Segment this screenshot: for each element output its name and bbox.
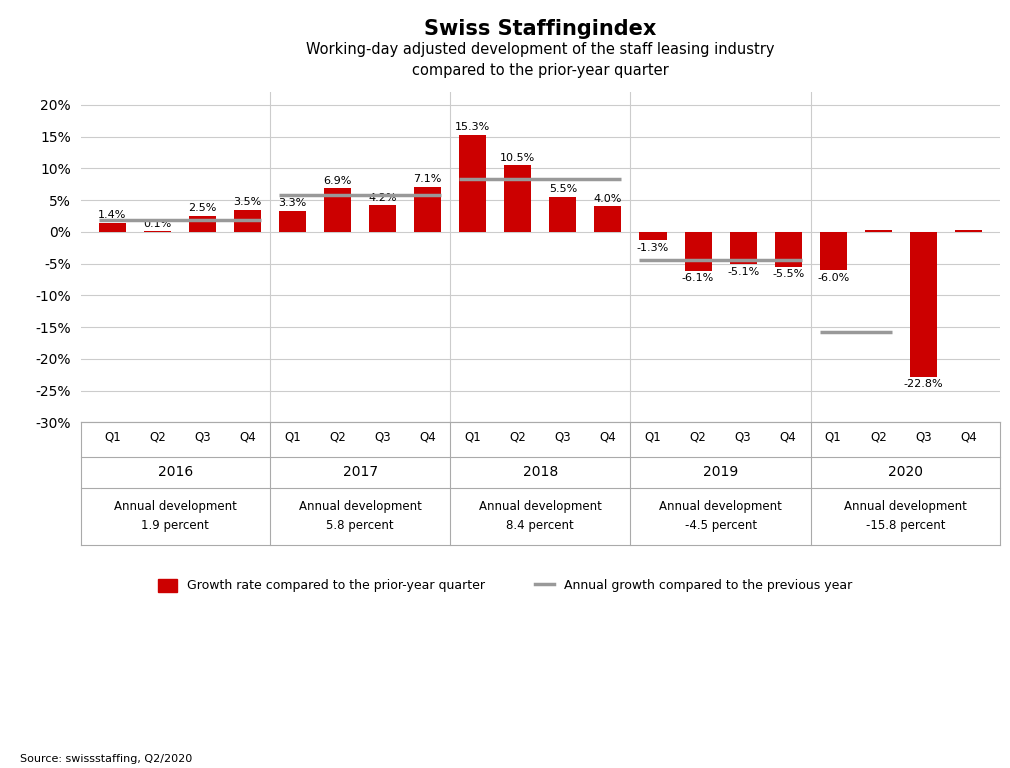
Text: 4.0%: 4.0% [594, 194, 622, 204]
Text: -5.1%: -5.1% [727, 266, 760, 276]
Text: 2017: 2017 [342, 465, 378, 479]
Text: 5.5%: 5.5% [548, 184, 577, 194]
Text: -6.1%: -6.1% [682, 273, 714, 283]
Bar [324, 188, 351, 232]
Bar [954, 230, 982, 232]
Bar [910, 232, 937, 376]
Text: 15.3%: 15.3% [456, 122, 491, 132]
Text: 3.3%: 3.3% [279, 198, 307, 208]
Text: 6.9%: 6.9% [323, 176, 351, 186]
Text: Annual development
5.8 percent: Annual development 5.8 percent [299, 501, 421, 532]
Text: 2020: 2020 [888, 465, 923, 479]
Bar [685, 232, 712, 270]
Text: Annual development
1.9 percent: Annual development 1.9 percent [114, 501, 237, 532]
Bar [504, 165, 531, 232]
Text: 1.4%: 1.4% [98, 210, 126, 220]
Text: Annual development
-4.5 percent: Annual development -4.5 percent [660, 501, 782, 532]
Text: 4.2%: 4.2% [369, 193, 397, 203]
Text: 2016: 2016 [158, 465, 193, 479]
Text: 0.1%: 0.1% [143, 219, 172, 229]
Bar [865, 230, 892, 232]
Text: Working-day adjusted development of the staff leasing industry
compared to the p: Working-day adjusted development of the … [306, 42, 775, 78]
Text: -22.8%: -22.8% [904, 379, 943, 389]
Bar [820, 232, 846, 270]
Bar [549, 197, 577, 232]
Bar [775, 232, 802, 266]
Bar [414, 187, 441, 232]
Text: Annual development
8.4 percent: Annual development 8.4 percent [479, 501, 602, 532]
Text: -5.5%: -5.5% [772, 270, 804, 280]
Legend: Growth rate compared to the prior-year quarter, Annual growth compared to the pr: Growth rate compared to the prior-year q… [154, 574, 856, 598]
Text: 2019: 2019 [703, 465, 738, 479]
Bar [234, 210, 261, 232]
Bar [639, 232, 667, 240]
Bar [189, 216, 216, 232]
Text: 10.5%: 10.5% [500, 153, 535, 163]
Bar [460, 134, 486, 232]
Bar [279, 211, 306, 232]
Bar [729, 232, 756, 264]
Text: 2018: 2018 [523, 465, 558, 479]
Text: Swiss Staffingindex: Swiss Staffingindex [424, 19, 656, 39]
Bar [99, 223, 126, 232]
Text: 2.5%: 2.5% [188, 204, 216, 214]
Text: 3.5%: 3.5% [233, 197, 262, 207]
Text: -1.3%: -1.3% [637, 243, 669, 253]
Bar [595, 207, 621, 232]
Bar [369, 205, 396, 232]
Text: Source: swissstaffing, Q2/2020: Source: swissstaffing, Q2/2020 [20, 754, 193, 764]
Text: -6.0%: -6.0% [817, 273, 849, 283]
Text: 7.1%: 7.1% [413, 174, 442, 184]
Text: Annual development
-15.8 percent: Annual development -15.8 percent [843, 501, 967, 532]
